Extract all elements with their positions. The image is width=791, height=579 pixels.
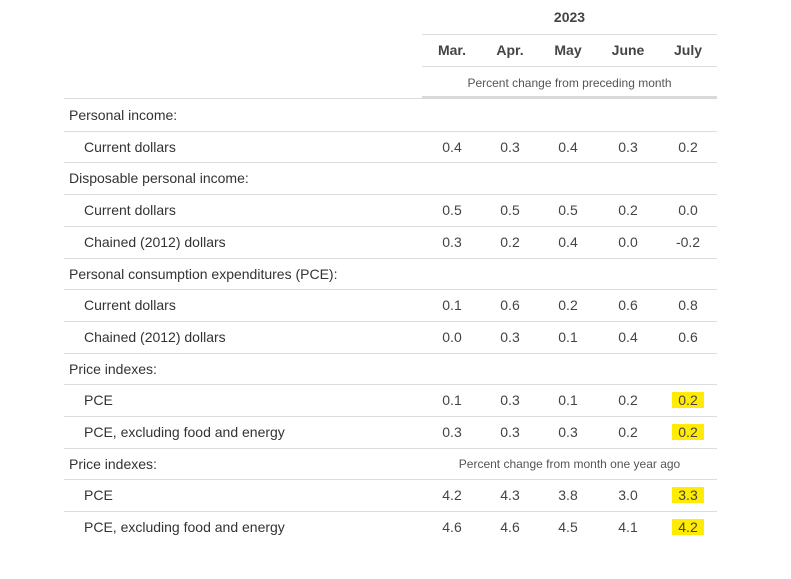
- highlighted-value: 4.2: [672, 519, 704, 535]
- row-divider: [64, 98, 422, 99]
- table-cell: 0.6: [500, 297, 520, 313]
- table-cell: 0.8: [678, 297, 698, 313]
- table-cell: 0.4: [558, 234, 578, 250]
- row-divider: [64, 511, 717, 512]
- row-label: Current dollars: [84, 297, 176, 313]
- row-label: Chained (2012) dollars: [84, 329, 226, 345]
- table-cell: 4.3: [500, 487, 520, 503]
- section-label: Disposable personal income:: [69, 170, 249, 186]
- table-cell: 3.0: [618, 487, 638, 503]
- row-divider: [64, 131, 717, 132]
- table-cell: 0.4: [558, 139, 578, 155]
- table-cell: 3.3: [659, 487, 717, 503]
- table-cell: 0.5: [442, 202, 462, 218]
- row-label: Chained (2012) dollars: [84, 234, 226, 250]
- table-cell: 0.0: [618, 234, 638, 250]
- row-divider: [64, 448, 717, 449]
- table-cell: 0.3: [442, 424, 462, 440]
- table-cell: 0.5: [500, 202, 520, 218]
- column-header-mar: Mar.: [437, 42, 466, 58]
- table-cell: -0.2: [675, 234, 701, 250]
- row-divider: [64, 353, 717, 354]
- table-cell: 0.3: [500, 424, 520, 440]
- section-label: Personal consumption expenditures (PCE):: [69, 266, 338, 282]
- table-cell: 0.1: [558, 329, 578, 345]
- table-cell: 0.1: [442, 297, 462, 313]
- header-divider: [422, 96, 717, 99]
- row-divider: [64, 226, 717, 227]
- row-divider: [64, 289, 717, 290]
- table-cell: 0.5: [558, 202, 578, 218]
- table-cell: 0.3: [500, 392, 520, 408]
- table-cell: 0.1: [558, 392, 578, 408]
- table-cell: 4.6: [442, 519, 462, 535]
- row-divider: [64, 416, 717, 417]
- table-cell: 0.2: [618, 392, 638, 408]
- highlighted-value: 0.2: [672, 424, 704, 440]
- table-cell: 0.6: [618, 297, 638, 313]
- section-label: Personal income:: [69, 107, 178, 123]
- highlighted-value: 3.3: [672, 487, 704, 503]
- column-header-june: June: [611, 42, 645, 58]
- table-cell: 0.2: [618, 424, 638, 440]
- row-label: Current dollars: [84, 202, 176, 218]
- table-cell: 0.3: [500, 329, 520, 345]
- section-label: Price indexes:: [69, 361, 157, 377]
- row-divider: [64, 258, 717, 259]
- table-cell: 0.3: [442, 234, 462, 250]
- table-cell: 0.4: [618, 329, 638, 345]
- row-label: PCE, excluding food and energy: [84, 519, 285, 535]
- year-header: 2023: [553, 9, 586, 25]
- divider: [422, 34, 717, 35]
- row-label: PCE: [84, 487, 113, 503]
- table-cell: 0.2: [500, 234, 520, 250]
- table-cell: 0.2: [678, 139, 698, 155]
- table-cell: 0.3: [500, 139, 520, 155]
- table-cell: 0.0: [678, 202, 698, 218]
- row-divider: [64, 384, 717, 385]
- table-cell: 4.5: [558, 519, 578, 535]
- table-cell: 0.3: [618, 139, 638, 155]
- table-cell: 4.1: [618, 519, 638, 535]
- row-divider: [64, 162, 717, 163]
- table-cell: 0.2: [558, 297, 578, 313]
- table-cell: 4.2: [659, 519, 717, 535]
- row-divider: [64, 321, 717, 322]
- table-cell: 0.4: [442, 139, 462, 155]
- subheader-yearly: Percent change from month one year ago: [458, 457, 681, 471]
- table-cell: 4.6: [500, 519, 520, 535]
- section-label: Price indexes:: [69, 456, 157, 472]
- column-header-may: May: [554, 42, 582, 58]
- table-cell: 0.6: [678, 329, 698, 345]
- row-divider: [64, 194, 717, 195]
- table-cell: 0.2: [659, 424, 717, 440]
- row-label: PCE: [84, 392, 113, 408]
- highlighted-value: 0.2: [672, 392, 704, 408]
- table-cell: 3.8: [558, 487, 578, 503]
- table-cell: 0.0: [442, 329, 462, 345]
- divider: [422, 66, 717, 67]
- table-cell: 0.2: [659, 392, 717, 408]
- column-header-apr: Apr.: [496, 42, 524, 58]
- table-cell: 4.2: [442, 487, 462, 503]
- column-header-july: July: [673, 42, 702, 58]
- row-divider: [64, 479, 717, 480]
- row-label: Current dollars: [84, 139, 176, 155]
- table-cell: 0.3: [558, 424, 578, 440]
- subheader-monthly: Percent change from preceding month: [467, 76, 672, 90]
- table-cell: 0.1: [442, 392, 462, 408]
- row-label: PCE, excluding food and energy: [84, 424, 285, 440]
- table-cell: 0.2: [618, 202, 638, 218]
